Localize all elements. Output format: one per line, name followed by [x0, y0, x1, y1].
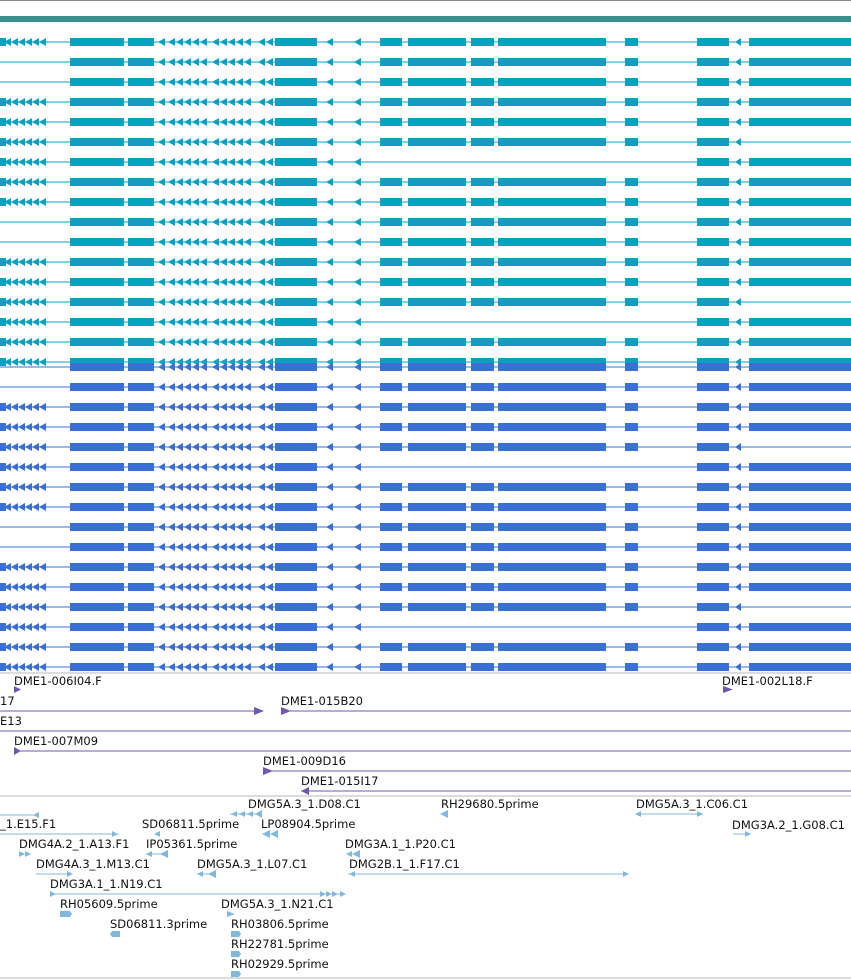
transcript-row[interactable] [0, 358, 851, 366]
est-label: RH05609.5prime [60, 897, 158, 911]
est-feature[interactable]: RH03806.5prime [231, 917, 329, 937]
transcript-row[interactable] [0, 563, 851, 571]
transcript-row[interactable] [0, 523, 851, 531]
est-feature[interactable]: RH02929.5prime [231, 957, 329, 977]
est-feature[interactable]: SD06811.3prime [110, 917, 207, 937]
transcript-row[interactable] [0, 443, 851, 451]
clone-feature[interactable]: DME1-007M09 [14, 734, 851, 755]
est-feature[interactable]: DMG3A.1_1.P20.C1 [345, 837, 456, 858]
clone-label: 17 [0, 694, 15, 708]
transcript-row[interactable] [0, 158, 851, 166]
est-label: DMG4A.3_1.M13.C1 [36, 857, 150, 871]
est-label: DMG4A.2_1.A13.F1 [19, 837, 129, 851]
clone-feature[interactable]: DME1-015B20 [281, 694, 851, 715]
clone-label: DME1-002L18.F [722, 674, 813, 688]
est-label: DMG5A.3_1.D08.C1 [248, 797, 361, 811]
clone-feature[interactable]: DME1-002L18.F [722, 674, 813, 693]
transcript-row[interactable] [0, 218, 851, 226]
est-feature[interactable] [0, 831, 118, 837]
est-feature[interactable]: SD06811.5prime [142, 817, 239, 837]
transcript-row[interactable] [0, 463, 851, 471]
transcript-row[interactable] [0, 338, 851, 346]
est-label: DMG5A.3_1.C06.C1 [636, 797, 748, 811]
est-feature[interactable]: DMG5A.3_1.C06.C1 [635, 797, 748, 817]
est-feature[interactable]: DMG3A.1_1.N19.C1 [50, 877, 346, 897]
clone-label: DME1-006I04.F [14, 674, 102, 688]
transcript-row[interactable] [0, 663, 851, 671]
est-label: DMG3A.1_1.N19.C1 [50, 877, 163, 891]
est-track: DMG5A.3_1.D08.C1 RH29680.5prime DMG5A.3_… [0, 797, 845, 977]
est-feature[interactable]: DMG4A.3_1.M13.C1 [36, 857, 150, 877]
est-feature[interactable]: DMG4A.2_1.A13.F1 [19, 837, 129, 857]
est-label: DMG2B.1_1.F17.C1 [349, 857, 460, 871]
transcript-track [0, 38, 851, 671]
clone-label: DME1-007M09 [14, 734, 98, 748]
est-feature[interactable]: DMG3A.2_1.G08.C1 [732, 818, 845, 837]
transcript-row[interactable] [0, 583, 851, 591]
transcript-row[interactable] [0, 58, 851, 66]
est-label: SD06811.3prime [110, 917, 207, 931]
est-feature[interactable]: RH29680.5prime [440, 797, 539, 818]
transcript-row[interactable] [0, 383, 851, 391]
transcript-row[interactable] [0, 643, 851, 651]
transcript-row[interactable] [0, 198, 851, 206]
est-label: LP08904.5prime [261, 817, 355, 831]
transcript-row[interactable] [0, 138, 851, 146]
est-label: RH02929.5prime [231, 957, 329, 971]
transcript-row[interactable] [0, 503, 851, 511]
est-label: DMG3A.2_1.G08.C1 [732, 818, 845, 832]
est-label: DMG3A.1_1.P20.C1 [345, 837, 456, 851]
est-label: DMG5A.3_1.L07.C1 [197, 857, 307, 871]
est-label: DMG5A.3_1.N21.C1 [221, 897, 334, 911]
est-label: _1.E15.F1 [0, 817, 56, 831]
gene-track-bar[interactable] [0, 16, 851, 22]
clone-feature[interactable]: DME1-009D16 [263, 754, 851, 775]
est-feature[interactable]: DMG2B.1_1.F17.C1 [348, 857, 629, 877]
transcript-row[interactable] [0, 483, 851, 491]
est-feature[interactable]: _1.E15.F1 [0, 812, 56, 831]
est-feature[interactable]: RH05609.5prime [60, 897, 158, 917]
transcript-row[interactable] [0, 298, 851, 306]
transcript-row[interactable] [0, 278, 851, 286]
est-feature[interactable]: LP08904.5prime [261, 817, 355, 838]
transcript-row[interactable] [0, 423, 851, 431]
clone-feature[interactable]: E13 [0, 714, 851, 732]
est-label: RH22781.5prime [231, 937, 329, 951]
est-feature[interactable]: DMG5A.3_1.D08.C1 [230, 797, 361, 818]
transcript-row[interactable] [0, 238, 851, 246]
est-label: RH03806.5prime [231, 917, 329, 931]
transcript-row[interactable] [0, 403, 851, 411]
transcript-row[interactable] [0, 623, 851, 631]
est-feature[interactable]: IP05361.5prime [146, 837, 237, 858]
transcript-row[interactable] [0, 178, 851, 186]
est-feature[interactable]: RH22781.5prime [231, 937, 329, 957]
transcript-row[interactable] [0, 543, 851, 551]
clone-feature[interactable]: DME1-015I17 [301, 774, 851, 795]
clone-feature[interactable]: DME1-006I04.F [14, 674, 102, 693]
transcript-row[interactable] [0, 38, 851, 46]
clone-feature[interactable]: 17 [0, 694, 264, 715]
est-feature[interactable]: DMG5A.3_1.N21.C1 [221, 897, 334, 917]
transcript-row[interactable] [0, 363, 851, 371]
transcript-row[interactable] [0, 603, 851, 611]
transcript-row[interactable] [0, 78, 851, 86]
clone-label: E13 [0, 714, 22, 728]
clone-track: DME1-006I04.F DME1-002L18.F 17 DME1-015B… [0, 674, 851, 795]
est-feature[interactable]: DMG5A.3_1.L07.C1 [197, 857, 307, 878]
transcript-row[interactable] [0, 118, 851, 126]
clone-label: DME1-015I17 [301, 774, 379, 788]
clone-label: DME1-015B20 [281, 694, 363, 708]
transcript-row[interactable] [0, 258, 851, 266]
transcript-row[interactable] [0, 98, 851, 106]
est-label: IP05361.5prime [146, 837, 237, 851]
top-border [0, 0, 851, 1]
est-label: RH29680.5prime [441, 797, 539, 811]
est-label: SD06811.5prime [142, 817, 239, 831]
transcript-row[interactable] [0, 318, 851, 326]
clone-label: DME1-009D16 [263, 754, 346, 768]
